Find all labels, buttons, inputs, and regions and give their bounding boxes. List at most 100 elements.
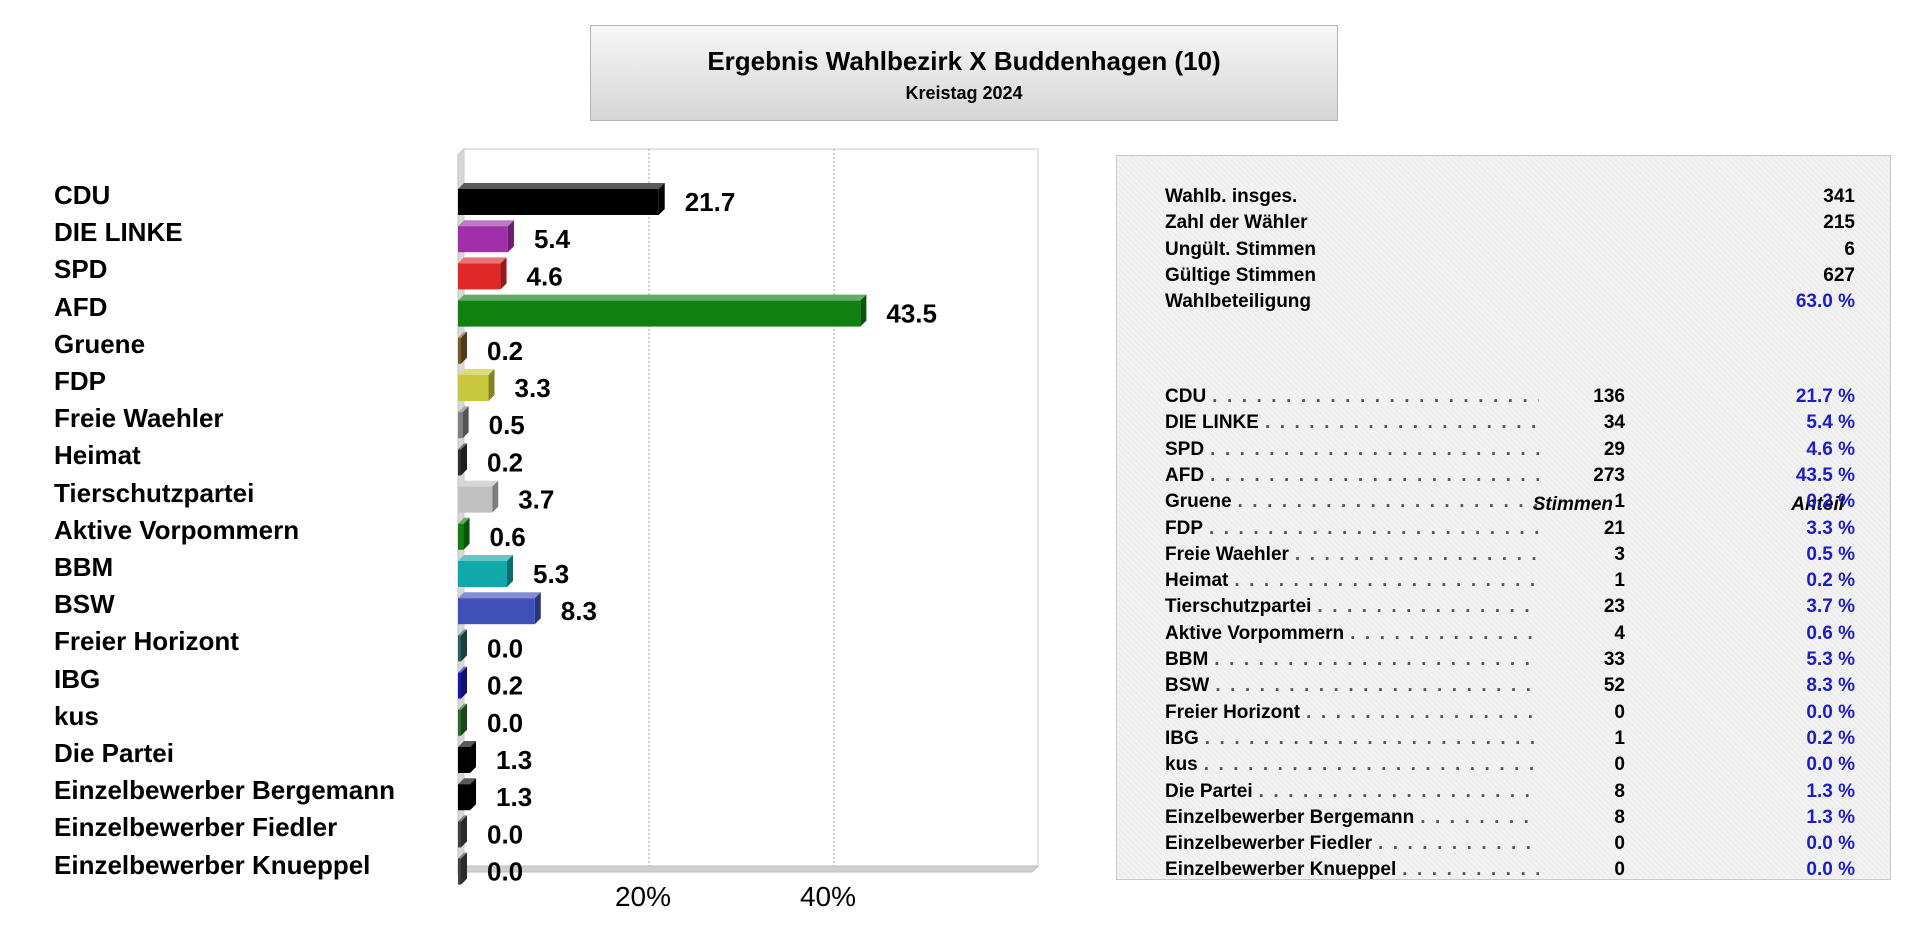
party-votes: 29: [1603, 438, 1625, 460]
bar-freie-waehler: [458, 406, 469, 439]
party-result-row: IBG. . . . . . . . . . . . . . . . . . .…: [1165, 726, 1855, 752]
bar-side-face: [461, 443, 467, 476]
dot-leader: . . . . . . . . . . . . . . . . . . . . …: [1402, 859, 1539, 881]
dot-leader: . . . . . . . . . . . . . . . . . . . . …: [1210, 438, 1539, 460]
bar-side-face: [488, 369, 495, 401]
bar-value-label: 0.2: [487, 336, 523, 366]
dot-leader: . . . . . . . . . . . . . . . . . . . . …: [1317, 596, 1539, 618]
party-share: 0.0 %: [1806, 859, 1855, 881]
party-result-row: FDP . . . . . . . . . . . . . . . . . . .…: [1165, 516, 1855, 542]
dot-leader: . . . . . . . . . . . . . . . . . . . . …: [1350, 622, 1539, 644]
party-share: 4.6 %: [1806, 438, 1855, 460]
party-votes: 136: [1593, 386, 1625, 407]
category-label: kus: [54, 700, 99, 731]
party-votes: 1: [1614, 570, 1625, 592]
bar-value-label: 5.3: [533, 559, 569, 589]
party-votes: 0: [1614, 833, 1625, 855]
party-share: 21.7 %: [1795, 386, 1855, 407]
bar-side-face: [470, 741, 477, 773]
summary-label: Zahl der Wähler: [1165, 212, 1308, 234]
bar-side-face: [462, 406, 469, 439]
dot-leader: . . . . . . . . . . . . . . . . . . . . …: [1306, 701, 1539, 723]
bar-top-face: [458, 629, 467, 636]
bar-freier-horizont: [458, 629, 467, 662]
party-name: Einzelbewerber Bergemann: [1165, 806, 1415, 828]
bar-front-face: [458, 598, 535, 625]
party-share: 8.3 %: [1806, 675, 1855, 697]
party-share: 1.3 %: [1806, 806, 1855, 828]
dot-leader: . . . . . . . . . . . . . . . . . . . . …: [1215, 675, 1539, 697]
bar-front-face: [458, 486, 493, 513]
party-name: Aktive Vorpommern: [1165, 622, 1345, 644]
party-name: kus: [1165, 754, 1198, 776]
party-votes: 4: [1614, 622, 1625, 644]
bar-top-face: [458, 480, 499, 487]
party-result-row: Aktive Vorpommern. . . . . . . . . . . .…: [1165, 621, 1855, 647]
party-votes: 3: [1614, 543, 1625, 565]
category-label: IBG: [54, 663, 101, 694]
bar-side-face: [507, 555, 514, 587]
party-result-row: Freie Waehler. . . . . . . . . . . . . .…: [1165, 542, 1855, 568]
party-votes: 0: [1614, 859, 1625, 881]
party-share: 3.7 %: [1806, 596, 1855, 618]
x-tick-label: 40%: [800, 881, 856, 912]
bar-top-face: [458, 852, 467, 859]
column-header-share: Anteil: [1791, 494, 1844, 515]
bar-value-label: 8.3: [561, 596, 597, 626]
party-share: 0.2 %: [1806, 727, 1855, 749]
bar-top-face: [458, 555, 514, 561]
summary-label: Ungült. Stimmen: [1165, 238, 1316, 260]
bar-value-label: 43.5: [886, 299, 937, 329]
dot-leader: . . . . . . . . . . . . . . . . . . . . …: [1420, 806, 1539, 828]
bar-front-face: [458, 412, 463, 439]
dot-leader: . . . . . . . . . . . . . . . . . . . . …: [1214, 649, 1539, 670]
bar-fdp: [458, 369, 495, 401]
party-name: IBG: [1165, 727, 1199, 749]
category-label: AFD: [54, 291, 108, 322]
bar-front-face: [458, 821, 461, 848]
bar-front-face: [458, 300, 861, 327]
party-name: Die Partei: [1165, 780, 1253, 802]
category-label: Einzelbewerber Knueppel: [54, 849, 371, 880]
column-header-votes: Stimmen: [1532, 494, 1613, 515]
party-result-row: Freier Horizont. . . . . . . . . . . . .…: [1165, 700, 1855, 726]
party-votes: 273: [1593, 464, 1625, 486]
party-votes: 8: [1614, 780, 1625, 802]
party-votes: 1: [1614, 727, 1625, 749]
bar-side-face: [461, 666, 467, 699]
dot-leader: . . . . . . . . . . . . . . . . . . . . …: [1258, 780, 1539, 802]
bar-top-face: [458, 294, 867, 301]
bar-top-face: [458, 703, 467, 710]
party-name: Freier Horizont: [1165, 701, 1301, 723]
summary-value: 627: [1823, 264, 1855, 286]
party-result-row: CDU. . . . . . . . . . . . . . . . . . .…: [1165, 384, 1855, 410]
bar-value-label: 1.3: [496, 745, 532, 775]
bar-chart-svg: 20% 40% 21.7 5.4 4.6 43.5 0.2 3.3 0.5 0.2 3.7 0.65.…: [456, 147, 1040, 912]
bar-heimat: [458, 443, 467, 476]
party-share: 0.0 %: [1806, 833, 1855, 855]
party-share: 5.4 %: [1806, 412, 1855, 434]
bar-side-face: [507, 220, 514, 253]
party-name: CDU: [1165, 386, 1207, 407]
chart-subtitle: Kreistag 2024: [905, 83, 1023, 103]
bar-value-label: 0.2: [487, 447, 523, 477]
bar-side-face: [492, 480, 499, 513]
bar-value-label: 5.4: [534, 224, 571, 254]
party-name: Gruene: [1165, 491, 1232, 513]
summary-value: 215: [1823, 212, 1855, 234]
bar-value-label: 0.0: [487, 819, 523, 849]
party-votes: 0: [1614, 701, 1625, 723]
party-result-row: BSW. . . . . . . . . . . . . . . . . . .…: [1165, 673, 1855, 699]
dot-leader: . . . . . . . . . . . . . . . . . . . . …: [1204, 727, 1539, 749]
summary-value: 6: [1844, 238, 1855, 260]
party-votes: 23: [1603, 596, 1625, 618]
bar-top-face: [458, 443, 467, 450]
category-label: Die Partei: [54, 738, 174, 768]
summary-value: 341: [1823, 186, 1855, 207]
bar-top-face: [458, 741, 477, 747]
bar-value-label: 3.7: [518, 485, 554, 515]
summary-row: Zahl der Wähler 215: [1165, 210, 1855, 236]
party-result-row: Heimat. . . . . . . . . . . . . . . . . …: [1165, 568, 1855, 594]
summary-row: Wahlb. insges. 341: [1165, 184, 1855, 210]
party-result-row: BBM. . . . . . . . . . . . . . . . . . .…: [1165, 647, 1855, 673]
